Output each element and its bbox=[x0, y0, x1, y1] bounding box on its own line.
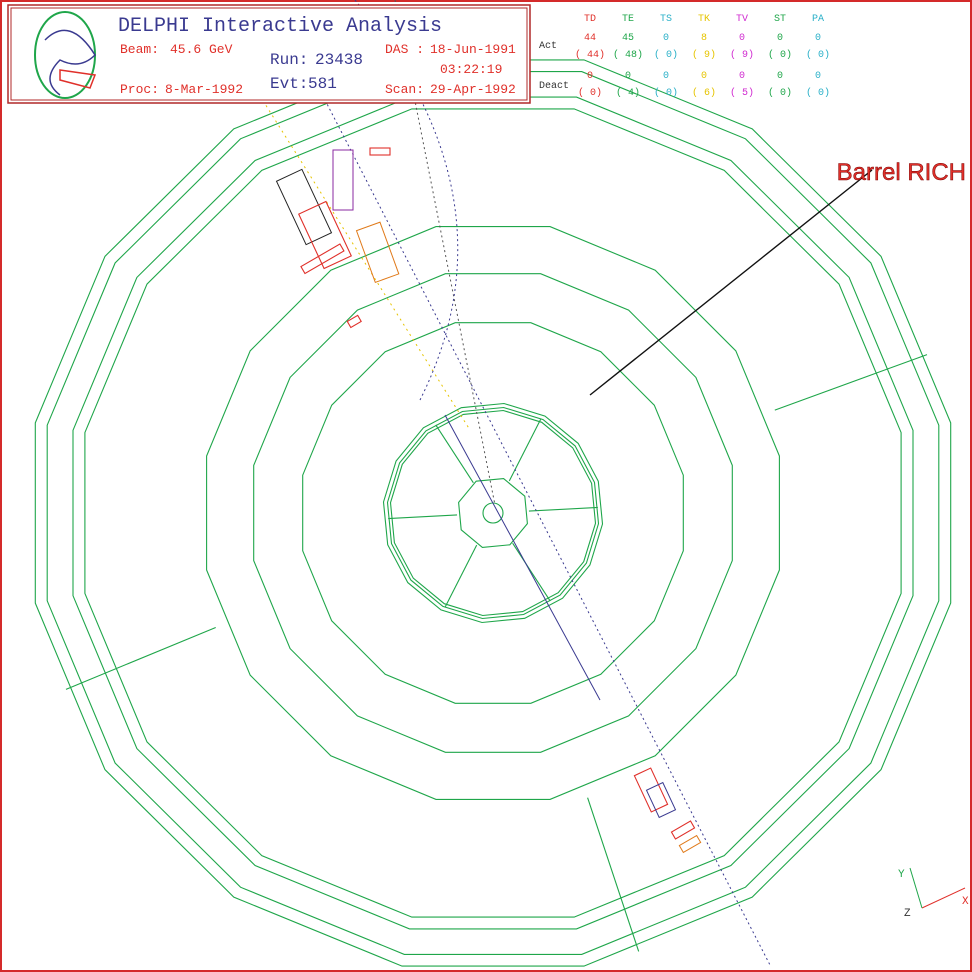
cell: 0 bbox=[663, 71, 669, 82]
cell: 0 bbox=[663, 33, 669, 44]
cell: ( 5) bbox=[730, 87, 754, 99]
cell: 0 bbox=[739, 33, 745, 44]
das-time: 03:22:19 bbox=[440, 62, 502, 77]
das-date: 18-Jun-1991 bbox=[430, 42, 516, 57]
cell: 8 bbox=[701, 33, 707, 44]
cell: 0 bbox=[815, 33, 821, 44]
beam-label: Beam: bbox=[120, 42, 159, 57]
column-header: PA bbox=[812, 14, 824, 25]
event-display: Barrel RICH DELPHI Interactive Analysis … bbox=[0, 0, 972, 972]
run: 23438 bbox=[315, 51, 363, 69]
evt: 581 bbox=[308, 75, 337, 93]
cell: ( 6) bbox=[692, 87, 716, 99]
proc-label: Proc: bbox=[120, 82, 159, 97]
cell: 0 bbox=[625, 71, 631, 82]
evt-label: Evt: bbox=[270, 75, 308, 93]
column-header: TK bbox=[698, 14, 710, 25]
row-label: Deact bbox=[539, 81, 569, 92]
proc: 8-Mar-1992 bbox=[165, 82, 243, 97]
cell: ( 48) bbox=[613, 49, 643, 61]
cell: 44 bbox=[584, 33, 596, 44]
annotation: Barrel RICH bbox=[837, 159, 966, 186]
cell: ( 0) bbox=[768, 49, 792, 61]
cell: ( 9) bbox=[730, 49, 754, 61]
column-header: TD bbox=[584, 14, 596, 25]
cell: ( 0) bbox=[654, 49, 678, 61]
row-label: Act bbox=[539, 41, 557, 52]
header-title: DELPHI Interactive Analysis bbox=[118, 15, 442, 38]
z-label: Z bbox=[904, 908, 911, 920]
cell: ( 0) bbox=[806, 49, 830, 61]
cell: ( 0) bbox=[768, 87, 792, 99]
column-header: ST bbox=[774, 14, 786, 25]
cell: 0 bbox=[815, 71, 821, 82]
cell: 0 bbox=[777, 71, 783, 82]
column-header: TV bbox=[736, 14, 748, 25]
column-header: TE bbox=[622, 14, 634, 25]
cell: ( 4) bbox=[616, 87, 640, 99]
frame bbox=[1, 1, 971, 971]
cell: ( 0) bbox=[654, 87, 678, 99]
cell: 0 bbox=[701, 71, 707, 82]
cell: 0 bbox=[777, 33, 783, 44]
cell: ( 9) bbox=[692, 49, 716, 61]
scan-label: Scan: bbox=[385, 82, 424, 97]
run-label: Run: bbox=[270, 51, 308, 69]
cell: ( 0) bbox=[806, 87, 830, 99]
x-label: X bbox=[962, 896, 969, 908]
column-header: TS bbox=[660, 14, 672, 25]
beam: 45.6 GeV bbox=[170, 42, 233, 57]
y-label: Y bbox=[898, 869, 905, 881]
das-label: DAS : bbox=[385, 42, 424, 57]
scan: 29-Apr-1992 bbox=[430, 82, 516, 97]
cell: ( 0) bbox=[578, 87, 602, 99]
cell: 45 bbox=[622, 33, 634, 44]
cell: 0 bbox=[739, 71, 745, 82]
cell: ( 44) bbox=[575, 49, 605, 61]
cell: 0 bbox=[587, 71, 593, 82]
